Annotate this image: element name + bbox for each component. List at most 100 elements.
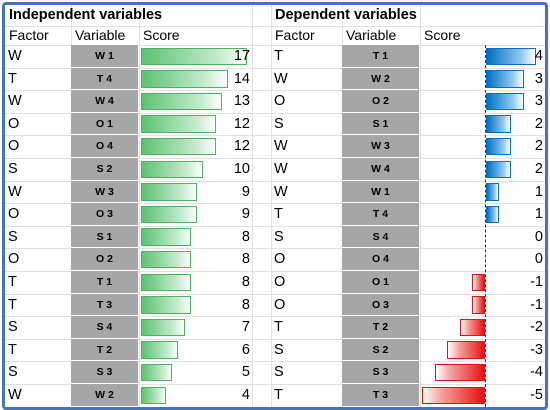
dependent-variable-cell: W 2 [342,67,420,91]
negative-score-bar [434,363,485,382]
negative-score-bar [459,318,485,337]
grid-line [139,5,140,407]
dependent-factor-cell: W [274,138,288,155]
independent-score-value: 9 [241,183,250,200]
spreadsheet-grid: Independent variables Factor Variable Score… [5,5,545,407]
grid-line [5,316,545,318]
dependent-score-value: 4 [534,48,543,64]
grid-line [5,271,545,272]
dependent-score-value: -2 [530,319,543,336]
independent-variable-cell: S 4 [71,316,139,339]
dependent-variable-cell: W 1 [342,180,420,204]
grid-line [271,5,272,407]
independent-factor-cell: W [8,387,22,403]
independent-score-value: 8 [241,274,250,290]
positive-score-bar [486,92,524,111]
grid-line [5,45,545,46]
independent-score-value: 17 [233,48,250,64]
negative-score-bar [472,296,485,314]
grid-line [420,5,421,407]
independent-variable-cell: S 2 [71,158,139,181]
independent-variable-cell: S 1 [71,225,139,249]
dependent-factor-cell: S [274,228,284,245]
dependent-score-value: 1 [534,206,543,223]
dependent-score-value: 1 [534,183,543,200]
dependent-factor-cell: O [274,251,286,268]
dependent-factor-cell: T [274,206,283,223]
score-bar [141,363,173,382]
dependent-factor-cell: W [274,183,288,200]
dependent-score-value: -1 [530,296,543,313]
dependent-score-value: 2 [534,138,543,155]
dependent-variable-cell: O 1 [342,271,420,294]
dependent-variable-cell: T 3 [342,384,420,407]
independent-factor-cell: W [8,93,22,110]
positive-score-bar [486,115,512,133]
independent-factor-cell: O [8,115,20,132]
independent-variable-cell: W 3 [71,180,139,204]
dependent-header-score: Score [424,27,461,43]
dependent-score-value: 3 [534,70,543,87]
dependent-variable-cell: W 3 [342,135,420,158]
independent-score-value: 7 [241,319,250,336]
score-bar [141,70,229,88]
independent-score-value: 5 [241,364,250,381]
grid-line [5,135,545,137]
independent-variable-cell: W 2 [71,384,139,407]
independent-variable-cell: S 3 [71,361,139,384]
independent-factor-cell: W [8,48,22,64]
score-bar [141,183,198,201]
independent-factor-cell: T [8,274,17,290]
independent-factor-cell: S [8,364,18,381]
dependent-variable-cell: O 3 [342,293,420,317]
independent-factor-cell: O [8,251,20,268]
dependent-variable-cell: S 1 [342,112,420,136]
grid-line [5,406,545,407]
grid-line [5,384,545,385]
score-bar [141,92,223,111]
independent-variable-cell: O 3 [71,203,139,226]
independent-score-value: 8 [241,228,250,245]
grid-line [5,225,545,227]
independent-variable-cell: O 1 [71,112,139,136]
dependent-factor-cell: O [274,274,286,290]
positive-score-bar [486,137,512,156]
independent-variable-cell: T 3 [71,293,139,317]
independent-variable-cell: O 2 [71,248,139,271]
dependent-variable-cell: T 4 [342,203,420,226]
zero-axis-line [485,45,486,407]
grid-line [5,293,545,295]
independent-variable-cell: W 1 [71,45,139,68]
score-bar [141,205,198,224]
dependent-factor-cell: W [274,70,288,87]
grid-line [5,112,545,114]
dependent-score-value: -5 [530,387,543,403]
grid-line [5,67,545,69]
grid-line [252,5,253,407]
dependent-variable-cell: S 4 [342,225,420,249]
negative-score-bar [447,341,485,359]
dependent-factor-cell: S [274,341,284,358]
grid-line [5,203,545,205]
independent-score-value: 6 [241,341,250,358]
dependent-variable-cell: O 4 [342,248,420,271]
dependent-factor-cell: T [274,48,283,64]
independent-factor-cell: O [8,206,20,223]
score-bar [141,386,166,405]
dependent-score-value: 2 [534,161,543,177]
independent-factor-cell: O [8,138,20,155]
independent-score-value: 13 [233,93,250,110]
positive-score-bar [486,47,537,66]
independent-factor-cell: S [8,161,18,177]
negative-score-bar [422,386,485,405]
dependent-variable-cell: W 4 [342,158,420,181]
independent-header-variable: Variable [75,27,126,43]
dependent-factor-cell: T [274,319,283,336]
dependent-header-factor: Factor [275,27,315,43]
positive-score-bar [486,205,499,224]
independent-factor-cell: T [8,296,17,313]
dependent-score-value: 2 [534,115,543,132]
score-bar [141,115,216,133]
dependent-variable-cell: O 2 [342,90,420,113]
